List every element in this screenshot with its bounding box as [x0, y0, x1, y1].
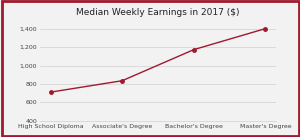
Title: Median Weekly Earnings in 2017 ($): Median Weekly Earnings in 2017 ($): [76, 8, 240, 17]
